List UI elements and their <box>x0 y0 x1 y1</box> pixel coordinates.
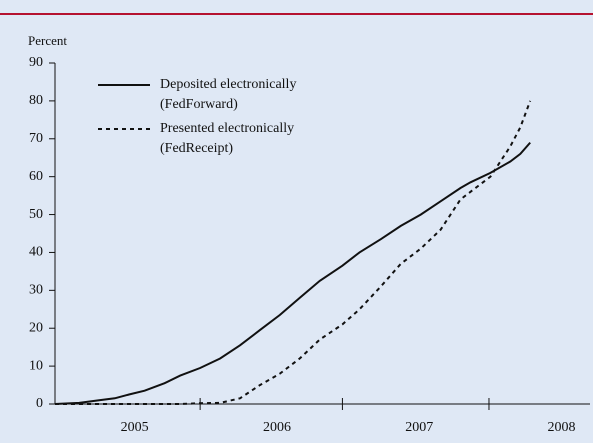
x-tick-label: 2006 <box>263 420 291 435</box>
legend-label: (FedReceipt) <box>160 141 233 156</box>
legend-label: (FedForward) <box>160 97 238 112</box>
y-tick-label: 60 <box>29 169 43 184</box>
x-tick-label: 2008 <box>548 420 576 435</box>
y-axis-label: Percent <box>28 33 67 48</box>
y-tick-label: 50 <box>29 207 43 222</box>
series-line <box>55 100 532 405</box>
y-tick-label: 10 <box>29 358 43 373</box>
legend-label: Presented electronically <box>160 121 294 136</box>
y-tick-label: 80 <box>29 93 43 108</box>
y-tick-label: 40 <box>29 245 43 260</box>
legend-label: Deposited electronically <box>160 77 296 92</box>
series-line <box>54 141 531 405</box>
y-tick-label: 30 <box>29 283 43 298</box>
y-tick-label: 70 <box>29 131 43 146</box>
y-tick-label: 20 <box>29 320 43 335</box>
y-tick-label: 90 <box>29 55 43 70</box>
y-tick-label: 0 <box>36 396 43 411</box>
x-tick-label: 2007 <box>405 420 433 435</box>
x-tick-label: 2005 <box>121 420 149 435</box>
